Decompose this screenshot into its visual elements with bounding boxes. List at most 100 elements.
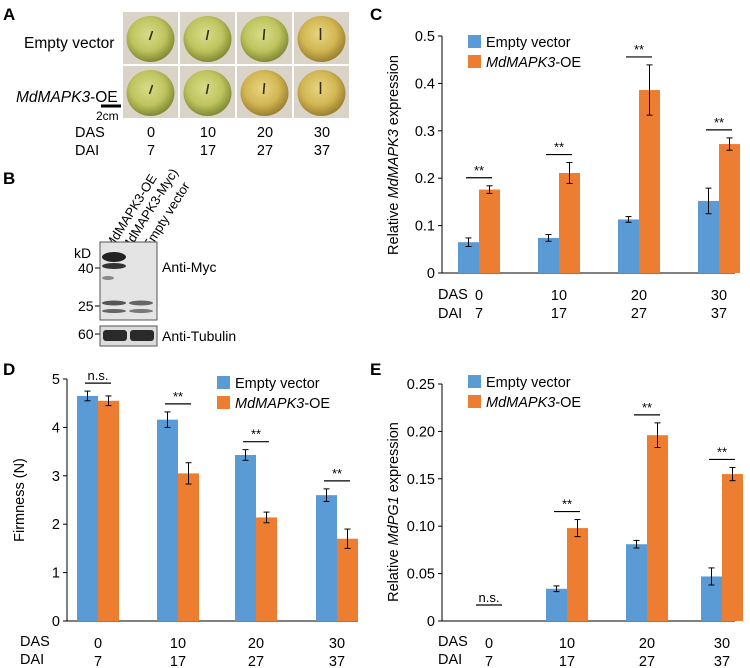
x-tick-label-das: 0 — [475, 288, 483, 304]
dai-label-a: DAI — [75, 143, 99, 159]
das-value: 30 — [314, 125, 330, 141]
legend-swatch-oe — [468, 55, 481, 68]
apple-photo — [240, 70, 289, 116]
x-tick-label-das: 0 — [485, 636, 493, 652]
blot-band — [129, 309, 153, 313]
panel-letter-b: B — [3, 169, 15, 188]
significance-label: ** — [251, 427, 261, 442]
y-tick-label: 0.25 — [407, 377, 435, 393]
chart-c-plot: 0 0.1 0.2 0.3 0.4 0.5 ** 0 7 ** 10 17 ** 20 27 ** 30 37 — [415, 29, 740, 322]
bar — [618, 219, 639, 273]
panel-letter-e: E — [370, 360, 381, 379]
bar — [98, 400, 119, 621]
y-tick-label: 0.05 — [407, 567, 435, 583]
das-label-a: DAS — [75, 125, 105, 141]
blot-band — [103, 330, 127, 341]
bar — [458, 242, 479, 273]
y-axis-label-c: Relative MdMAPK3 expression — [386, 55, 402, 255]
y-tick-label: 0.10 — [407, 519, 435, 535]
dai-value: 7 — [147, 143, 155, 159]
apple-stem — [205, 29, 210, 41]
legend-label-oe: MdMAPK3-OE — [486, 55, 581, 71]
y-axis-label-e: Relative MdPG1 expression — [386, 422, 402, 602]
chart-e-plot: 0 0.05 0.10 0.15 0.20 0.25 n.s. 0 7 ** 10 17 ** 20 27 *… — [407, 377, 743, 668]
bar — [479, 189, 500, 273]
apple-photo — [297, 70, 346, 116]
bar — [559, 172, 580, 273]
y-tick-label: 0.2 — [415, 171, 435, 187]
y-tick-label: 0.20 — [407, 424, 435, 440]
x-tick-label-dai: 17 — [551, 306, 567, 322]
bar — [701, 576, 722, 621]
y-tick-label: 0.3 — [415, 124, 435, 140]
bar — [719, 144, 740, 273]
significance-label: ** — [173, 389, 183, 404]
legend-label-oe: MdMAPK3-OE — [486, 395, 581, 411]
bar — [647, 435, 668, 621]
significance-label: n.s. — [479, 590, 500, 605]
x-tick-label-dai: 27 — [639, 654, 655, 668]
significance-label: ** — [634, 42, 644, 57]
bar — [546, 588, 567, 621]
bar — [722, 474, 743, 621]
chart-d-plot: 0 1 2 3 4 5 n.s. 0 7 ** 10 17 ** 20 27 ** 30 37 — [52, 368, 358, 668]
y-tick-label: 0.5 — [415, 29, 435, 45]
legend-swatch-empty-vector — [468, 35, 481, 48]
panel-d: D Firmness (N) 0 1 2 3 4 5 n.s. 0 7 ** 10 17 ** 20 27 *… — [3, 360, 358, 668]
significance-label: ** — [714, 115, 724, 130]
blot-band — [102, 252, 126, 262]
y-tick-label: 4 — [52, 420, 60, 436]
apple-photo — [240, 16, 289, 62]
y-tick-label: 5 — [52, 372, 60, 388]
blot-band — [102, 309, 126, 313]
legend-swatch-empty-vector — [217, 376, 230, 389]
dai-value: 17 — [200, 143, 216, 159]
apple-photo-grid — [123, 12, 349, 118]
blot-band — [102, 300, 126, 306]
significance-label: ** — [717, 444, 727, 459]
marker-60: 60 — [78, 326, 94, 342]
legend-swatch-oe — [468, 395, 481, 408]
legend-label-oe: MdMAPK3-OE — [235, 396, 330, 412]
antibody-anti-tubulin: Anti-Tubulin — [162, 328, 236, 344]
x-tick-label-das: 20 — [248, 636, 264, 652]
legend-swatch-oe — [217, 396, 230, 409]
y-tick-label: 1 — [52, 566, 60, 582]
marker-25: 25 — [78, 298, 94, 314]
blot-band — [102, 276, 114, 280]
x-tick-label-dai: 27 — [248, 654, 264, 668]
x-tick-label-dai: 17 — [170, 654, 186, 668]
significance-label: ** — [642, 400, 652, 415]
apple-stem — [262, 82, 266, 95]
y-tick-label: 0 — [427, 266, 435, 282]
bar — [256, 517, 277, 621]
bar — [77, 395, 98, 621]
panel-letter-a: A — [3, 5, 15, 24]
bar — [235, 454, 256, 621]
antibody-anti-myc: Anti-Myc — [162, 259, 216, 275]
bar — [567, 528, 588, 621]
x-tick-label-das: 30 — [711, 288, 727, 304]
legend-swatch-empty-vector — [468, 375, 481, 388]
das-label-e: DAS — [438, 634, 468, 650]
y-tick-label: 3 — [52, 469, 60, 485]
x-tick-label-das: 0 — [94, 636, 102, 652]
das-value: 20 — [257, 125, 273, 141]
x-tick-label-dai: 7 — [475, 306, 483, 322]
dai-label-e: DAI — [438, 652, 462, 668]
apple-stem — [148, 84, 154, 95]
significance-label: ** — [474, 163, 484, 178]
dai-value: 27 — [257, 143, 273, 159]
y-tick-label: 0.1 — [415, 219, 435, 235]
x-tick-label-dai: 37 — [714, 654, 730, 668]
y-tick-label: 0.4 — [415, 76, 435, 92]
significance-label: ** — [332, 466, 342, 481]
dai-value: 37 — [314, 143, 330, 159]
x-tick-label-das: 30 — [714, 636, 730, 652]
x-tick-label-das: 10 — [551, 288, 567, 304]
bar — [178, 473, 199, 621]
x-tick-label-das: 10 — [559, 636, 575, 652]
bar — [639, 90, 660, 273]
das-value: 10 — [200, 125, 216, 141]
panel-b: B MdMAPK3-OE (MdMAPK3-Myc) Empty vector … — [3, 166, 236, 347]
